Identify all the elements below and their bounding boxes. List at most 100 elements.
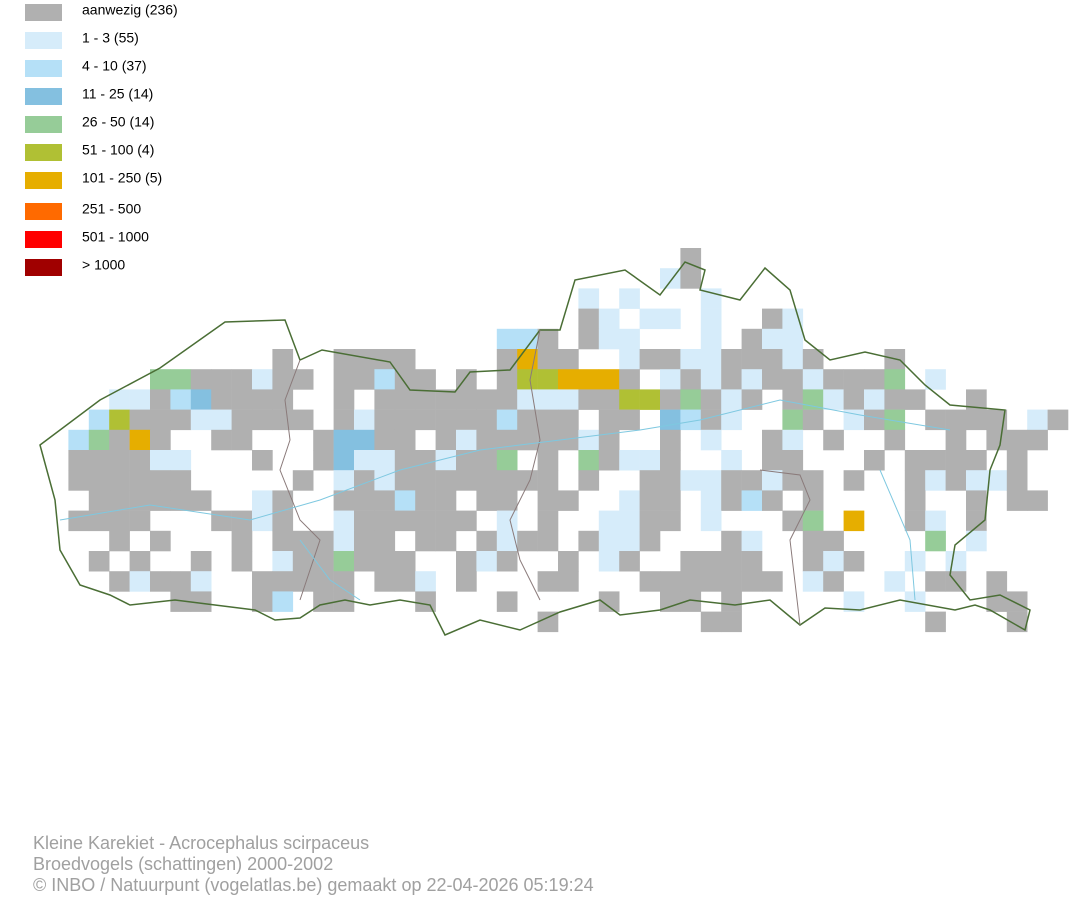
grid-cell [496, 551, 518, 572]
grid-cell [394, 450, 416, 471]
legend-label: aanwezig (236) [82, 2, 178, 18]
grid-cell [211, 409, 232, 431]
grid-cell [680, 369, 702, 390]
grid-cell [517, 409, 538, 431]
grid-cell [394, 429, 416, 451]
grid-cell [904, 551, 926, 572]
grid-cell [211, 389, 232, 410]
grid-cell [150, 409, 171, 431]
grid-cell [945, 450, 967, 471]
grid-cell [660, 490, 681, 511]
grid-cell [619, 369, 640, 390]
grid-cell [639, 450, 661, 471]
legend-swatch [25, 116, 62, 133]
grid-cell [292, 530, 314, 552]
grid-cell [170, 450, 192, 471]
grid-cell [1027, 490, 1048, 511]
grid-cell [374, 571, 396, 592]
grid-cell [578, 328, 600, 350]
grid-cell [578, 450, 600, 471]
grid-cell [354, 450, 375, 471]
grid-cell [476, 470, 498, 491]
grid-cell [109, 510, 130, 532]
grid-cell [945, 409, 967, 431]
grid-cell [374, 551, 396, 572]
grid-cell [741, 551, 763, 572]
grid-cell [292, 409, 314, 431]
grid-cell [313, 530, 334, 552]
grid-cell [537, 429, 559, 451]
grid-cell [721, 490, 742, 511]
grid-cell [741, 530, 763, 552]
grid-cell [843, 591, 865, 612]
grid-cell [782, 369, 804, 390]
grid-cell [109, 470, 130, 491]
grid-cell [741, 328, 763, 350]
legend-label: 51 - 100 (4) [82, 142, 154, 158]
grid-cell [802, 369, 824, 390]
grid-cell [925, 510, 946, 532]
grid-cell [802, 470, 824, 491]
grid-cell [823, 389, 844, 410]
grid-cell [88, 429, 110, 451]
grid-cell [802, 389, 824, 410]
grid-cell [394, 389, 416, 410]
grid-cell [231, 389, 253, 410]
grid-cell [374, 490, 396, 511]
grid-cell [558, 369, 579, 390]
grid-cell [252, 510, 273, 532]
grid-cell [741, 571, 763, 592]
grid-cell [700, 571, 722, 592]
grid-cell [537, 328, 559, 350]
grid-cell [843, 470, 865, 491]
province-border [279, 329, 811, 626]
grid-cell [1006, 490, 1028, 511]
grid-cell [762, 571, 783, 592]
grid-cell [598, 591, 620, 612]
grid-cell [476, 530, 498, 552]
grid-cell [741, 470, 763, 491]
grid-cell [578, 530, 600, 552]
grid-cell [150, 369, 171, 390]
grid-cell [537, 470, 559, 491]
grid-cell [354, 429, 375, 451]
grid-cell [476, 429, 498, 451]
grid-cell [639, 490, 661, 511]
grid-cell [762, 308, 783, 330]
grid-cell [333, 470, 355, 491]
grid-cell [558, 349, 579, 370]
grid-cell [354, 490, 375, 511]
grid-cell [415, 409, 436, 431]
legend-swatch [25, 88, 62, 105]
grid-cell [150, 571, 171, 592]
grid-cell [252, 389, 273, 410]
grid-cell [986, 470, 1008, 491]
grid-cell [252, 369, 273, 390]
grid-cell [496, 369, 518, 390]
grid-cell [700, 490, 722, 511]
grid-cell [496, 450, 518, 471]
grid-cell [925, 369, 946, 390]
grid-cell [415, 389, 436, 410]
grid-cell [88, 409, 110, 431]
grid-cell [782, 510, 804, 532]
grid-cell [823, 429, 844, 451]
grid-cell [374, 510, 396, 532]
grid-cell [619, 409, 640, 431]
grid-cell [476, 551, 498, 572]
grid-cell [374, 429, 396, 451]
grid-cell [456, 389, 477, 410]
grid-cell [496, 490, 518, 511]
grid-cell [150, 470, 171, 491]
grid-cell [354, 510, 375, 532]
grid-cell [109, 490, 130, 511]
grid-cell [619, 450, 640, 471]
grid-cell [762, 328, 783, 350]
grid-cell [700, 611, 722, 633]
footer-credit: © INBO / Natuurpunt (vogelatlas.be) gema… [33, 875, 594, 895]
grid-cell [639, 349, 661, 370]
grid-cell [190, 571, 212, 592]
grid-cell [945, 429, 967, 451]
grid-cell [333, 490, 355, 511]
